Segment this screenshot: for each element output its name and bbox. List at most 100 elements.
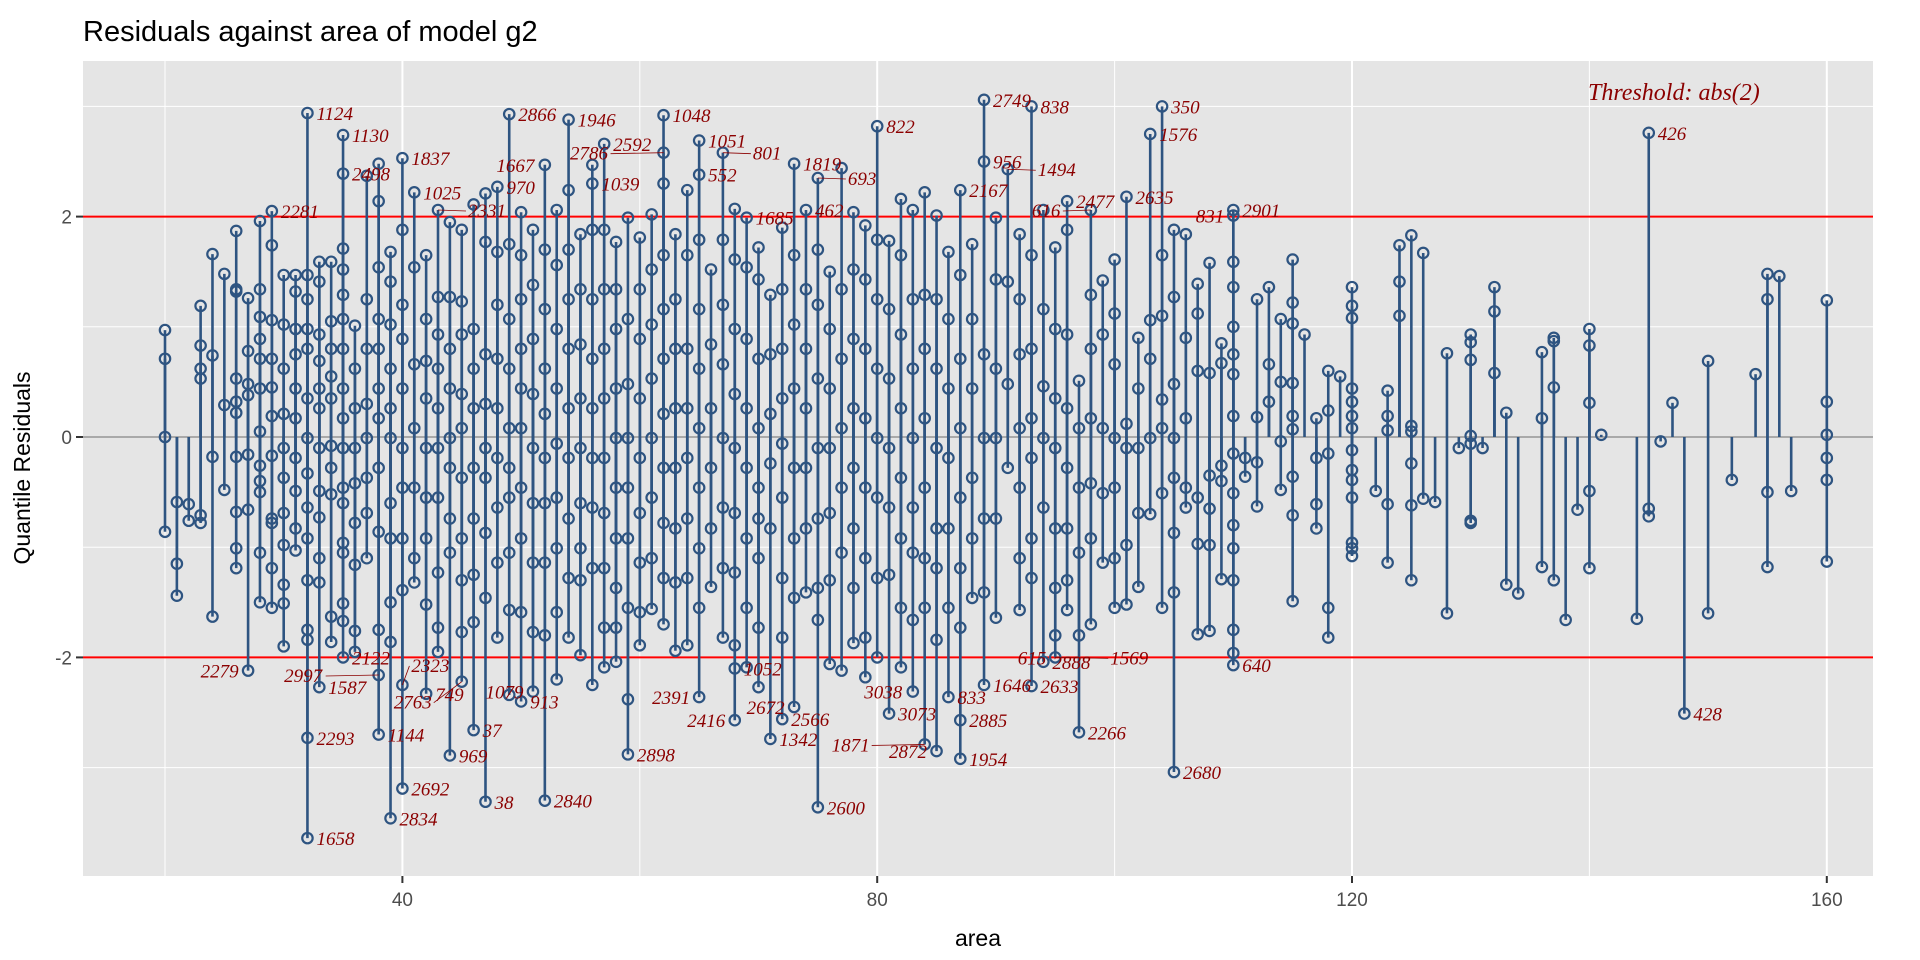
residual-point	[621, 312, 635, 326]
residual-point	[1037, 501, 1050, 514]
residual-point	[574, 227, 587, 241]
residual-point	[1108, 357, 1121, 371]
residual-point	[835, 546, 848, 560]
x-tick-label: 80	[867, 890, 888, 911]
residual-point	[1013, 551, 1026, 565]
residual-point	[704, 263, 718, 276]
residual-point	[574, 283, 587, 296]
residual-point	[1013, 421, 1026, 435]
residual-point	[1215, 474, 1228, 488]
residual-point	[586, 292, 599, 306]
residual-point	[835, 481, 848, 494]
residual-point	[1464, 516, 1477, 530]
outlier-label: 1685	[756, 209, 794, 230]
residual-point	[574, 338, 587, 351]
residual-point	[360, 506, 374, 520]
stem-group	[360, 169, 374, 565]
stem-group	[1761, 267, 1774, 574]
residual-point	[550, 203, 564, 217]
residual-point	[680, 183, 694, 197]
residual-point	[1286, 594, 1299, 608]
residual-point	[752, 621, 765, 634]
stem-group	[1393, 238, 1406, 437]
residual-point	[953, 183, 967, 197]
residual-point	[206, 450, 219, 464]
stem-group	[597, 137, 611, 674]
outlier-label: 1039	[601, 175, 640, 196]
residual-point	[514, 421, 528, 435]
residual-point	[277, 318, 290, 331]
outlier-label: 2749	[993, 91, 1032, 112]
residual-point	[586, 561, 599, 575]
outlier-label: 970	[506, 178, 535, 199]
residual-point	[562, 631, 575, 644]
residual-point	[336, 614, 350, 628]
stem-group	[301, 106, 314, 845]
residual-point	[1143, 313, 1157, 327]
residual-point	[194, 299, 207, 313]
residual-point	[835, 421, 848, 435]
residual-point	[538, 302, 552, 316]
residual-point	[348, 402, 362, 415]
residual-point	[787, 157, 801, 171]
residual-point	[882, 372, 896, 385]
residual-point	[1227, 409, 1240, 423]
residual-point	[443, 342, 457, 356]
residual-point	[1701, 607, 1715, 620]
residual-point	[1084, 532, 1098, 545]
residual-point	[1060, 573, 1074, 587]
residual-point	[1048, 392, 1062, 405]
residual-point	[1167, 290, 1181, 304]
outlier-label: 2901	[1242, 201, 1280, 222]
residual-point	[1262, 357, 1276, 371]
residual-point	[479, 348, 492, 361]
residual-point	[942, 522, 955, 535]
residual-point	[1203, 502, 1216, 515]
residual-point	[514, 481, 528, 494]
residual-point	[692, 302, 706, 316]
residual-point	[1345, 421, 1359, 435]
residual-point	[1227, 348, 1240, 361]
residual-point	[1547, 334, 1561, 348]
residual-point	[1227, 320, 1240, 334]
residual-point	[372, 382, 385, 395]
residual-point	[265, 313, 279, 327]
residual-point	[324, 488, 338, 501]
residual-point	[324, 461, 338, 475]
residual-point	[313, 255, 326, 269]
residual-point	[823, 441, 837, 455]
outlier-label: 1079	[485, 683, 523, 704]
residual-point	[1227, 203, 1240, 217]
residual-point	[586, 177, 599, 190]
residual-point	[906, 292, 920, 306]
stem-group	[894, 192, 908, 674]
residual-point	[562, 571, 575, 585]
residual-point	[942, 690, 955, 704]
residual-point	[906, 613, 920, 627]
residual-point	[1405, 425, 1418, 438]
residual-point	[1203, 469, 1216, 482]
stem-group	[170, 437, 184, 602]
residual-point	[1025, 532, 1038, 545]
residual-point	[1084, 411, 1098, 425]
stem-group	[467, 198, 480, 737]
residual-point	[407, 357, 421, 371]
stem-group	[1298, 328, 1311, 437]
residual-point	[277, 506, 290, 520]
stem-group	[1773, 269, 1786, 437]
stem-group	[1321, 364, 1335, 644]
residual-point	[313, 511, 326, 524]
residual-point	[1310, 451, 1323, 465]
residual-point	[431, 645, 445, 659]
residual-point	[218, 398, 231, 412]
residual-point	[597, 283, 611, 296]
residual-point	[562, 243, 575, 256]
outlier-label: 428	[1693, 705, 1722, 726]
axes: 40 80 120 160 -2 0 2	[55, 208, 1843, 911]
residual-point	[894, 601, 908, 615]
residual-point	[289, 268, 302, 282]
residual-point	[1167, 377, 1181, 391]
residual-point	[384, 635, 397, 649]
residual-point	[491, 451, 504, 465]
residual-point	[740, 332, 753, 346]
